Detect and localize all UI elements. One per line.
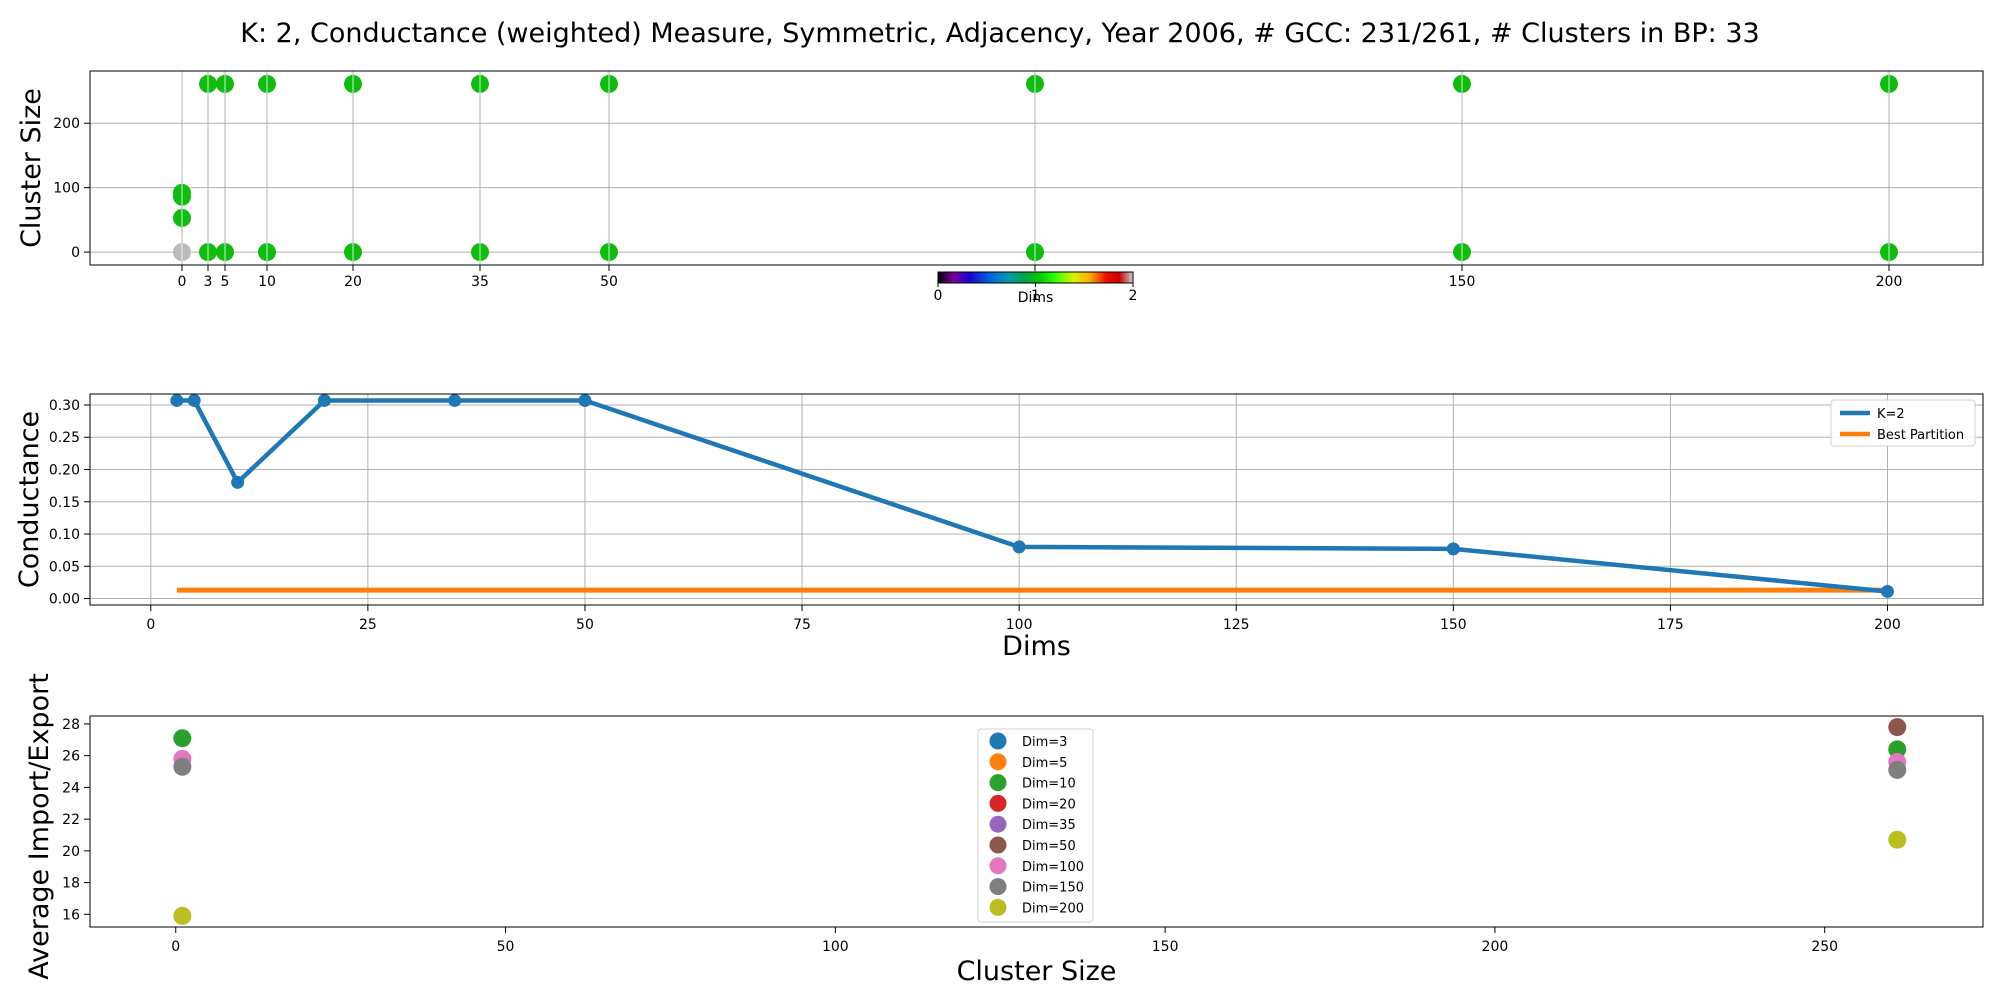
x-tick-label: 150 [1440,617,1467,633]
y-tick-label: 0.25 [49,430,80,446]
cluster-size-panel: 0 100 200 0 3 5 10 20 35 50 150 200 Cluster Size 0 1 2 D… [16,70,1984,306]
legend-swatch [989,898,1007,916]
dim-point [1888,740,1907,759]
legend-box [977,728,1094,923]
k2-marker [1880,584,1894,598]
y-tick-label: 0.05 [49,559,80,575]
y-tick-label: 0.20 [49,462,80,478]
x-tick-label: 125 [1223,617,1250,633]
y-tick-label: 26 [62,749,80,765]
plot-frame [89,715,1984,928]
x-axis-label: Cluster Size [957,956,1117,987]
legend-label: Dim=150 [1022,881,1084,896]
dim-point [1888,760,1907,779]
y-tick-label: 20 [62,844,80,860]
dim-point [173,906,192,925]
k2-marker [187,393,201,407]
x-tick-label: 175 [1657,617,1684,633]
y-tick-label: 200 [53,116,80,132]
plot-frame [89,70,1984,266]
legend-label: Dim=100 [1022,860,1084,875]
x-tick-label: 100 [1006,617,1033,633]
k2-marker [231,475,245,489]
y-tick-label: 0 [71,245,80,261]
y-tick-label: 22 [62,812,80,828]
y-tick-label: 24 [62,780,80,796]
legend-swatch [989,794,1007,812]
conductance-panel: 0 25 50 75 100 125 150 175 200 0.00 0.05 0.10 0.15 0.… [14,393,1984,662]
dim-point [1888,718,1907,737]
colorbar-label: Dims [1018,290,1054,306]
legend-swatch [989,774,1007,792]
legend-label: Dim=200 [1022,901,1084,916]
y-tick-label: 28 [62,717,80,733]
x-tick-label: 75 [793,617,811,633]
x-axis-label: Dims [1002,631,1071,662]
x-tick-label: 250 [1811,939,1838,955]
x-tick-label: 150 [1449,274,1476,290]
legend-swatch [989,836,1007,854]
legend-swatch [989,857,1007,875]
x-tick-label: 50 [576,617,594,633]
figure-title: K: 2, Conductance (weighted) Measure, Sy… [240,18,1759,49]
legend-label: K=2 [1877,407,1905,422]
y-axis-label: Cluster Size [16,88,47,248]
colorbar-tick-label: 0 [934,288,943,304]
y-tick-label: 0.15 [49,495,80,511]
legend-swatch [989,732,1007,750]
x-tick-label: 25 [359,617,377,633]
x-tick-label: 100 [822,939,849,955]
colorbar-tick-label: 2 [1129,288,1138,304]
k2-marker [448,393,462,407]
legend-label: Dim=35 [1022,818,1076,833]
legend-label: Dim=50 [1022,839,1076,854]
y-tick-label: 100 [53,181,80,197]
y-tick-label: 0.10 [49,527,80,543]
x-tick-label: 0 [178,274,187,290]
x-tick-label: 20 [344,274,362,290]
dim-point [173,757,192,776]
plot-frame [89,393,1984,606]
x-tick-label: 200 [1876,274,1903,290]
x-tick-label: 50 [600,274,618,290]
legend-label: Best Partition [1877,428,1964,443]
x-tick-label: 5 [221,274,230,290]
x-tick-label: 35 [471,274,489,290]
y-tick-label: 16 [62,907,80,923]
x-tick-label: 0 [146,617,155,633]
k2-marker [170,393,184,407]
x-tick-label: 50 [497,939,515,955]
k2-marker [1012,540,1026,554]
x-tick-label: 200 [1874,617,1901,633]
k2-marker [578,393,592,407]
legend-swatch [989,753,1007,771]
k2-marker [317,393,331,407]
colorbar [937,271,1134,284]
k2-marker [1446,542,1460,556]
dim-point [1888,830,1907,849]
y-tick-label: 0.00 [49,592,80,608]
dim-point [173,729,192,748]
y-axis-label: Conductance [14,411,45,588]
x-tick-label: 200 [1482,939,1509,955]
x-tick-label: 10 [258,274,276,290]
legend-label: Dim=20 [1022,797,1076,812]
x-tick-label: 150 [1152,939,1179,955]
legend-label: Dim=3 [1022,735,1067,750]
legend-swatch [989,878,1007,896]
legend-label: Dim=5 [1022,756,1067,771]
y-axis-label: Average Import/Export [24,673,55,980]
x-tick-label: 0 [171,939,180,955]
k2-line [176,398,1888,594]
y-tick-label: 0.30 [49,398,80,414]
import-export-panel: 0 50 100 150 200 250 16 18 20 22 24 26 28 Average Imp… [24,673,1984,987]
legend-swatch [989,815,1007,833]
colorbar-tick-label: 1 [1031,288,1040,304]
y-tick-label: 18 [62,876,80,892]
x-tick-label: 3 [204,274,213,290]
legend-label: Dim=10 [1022,777,1076,792]
